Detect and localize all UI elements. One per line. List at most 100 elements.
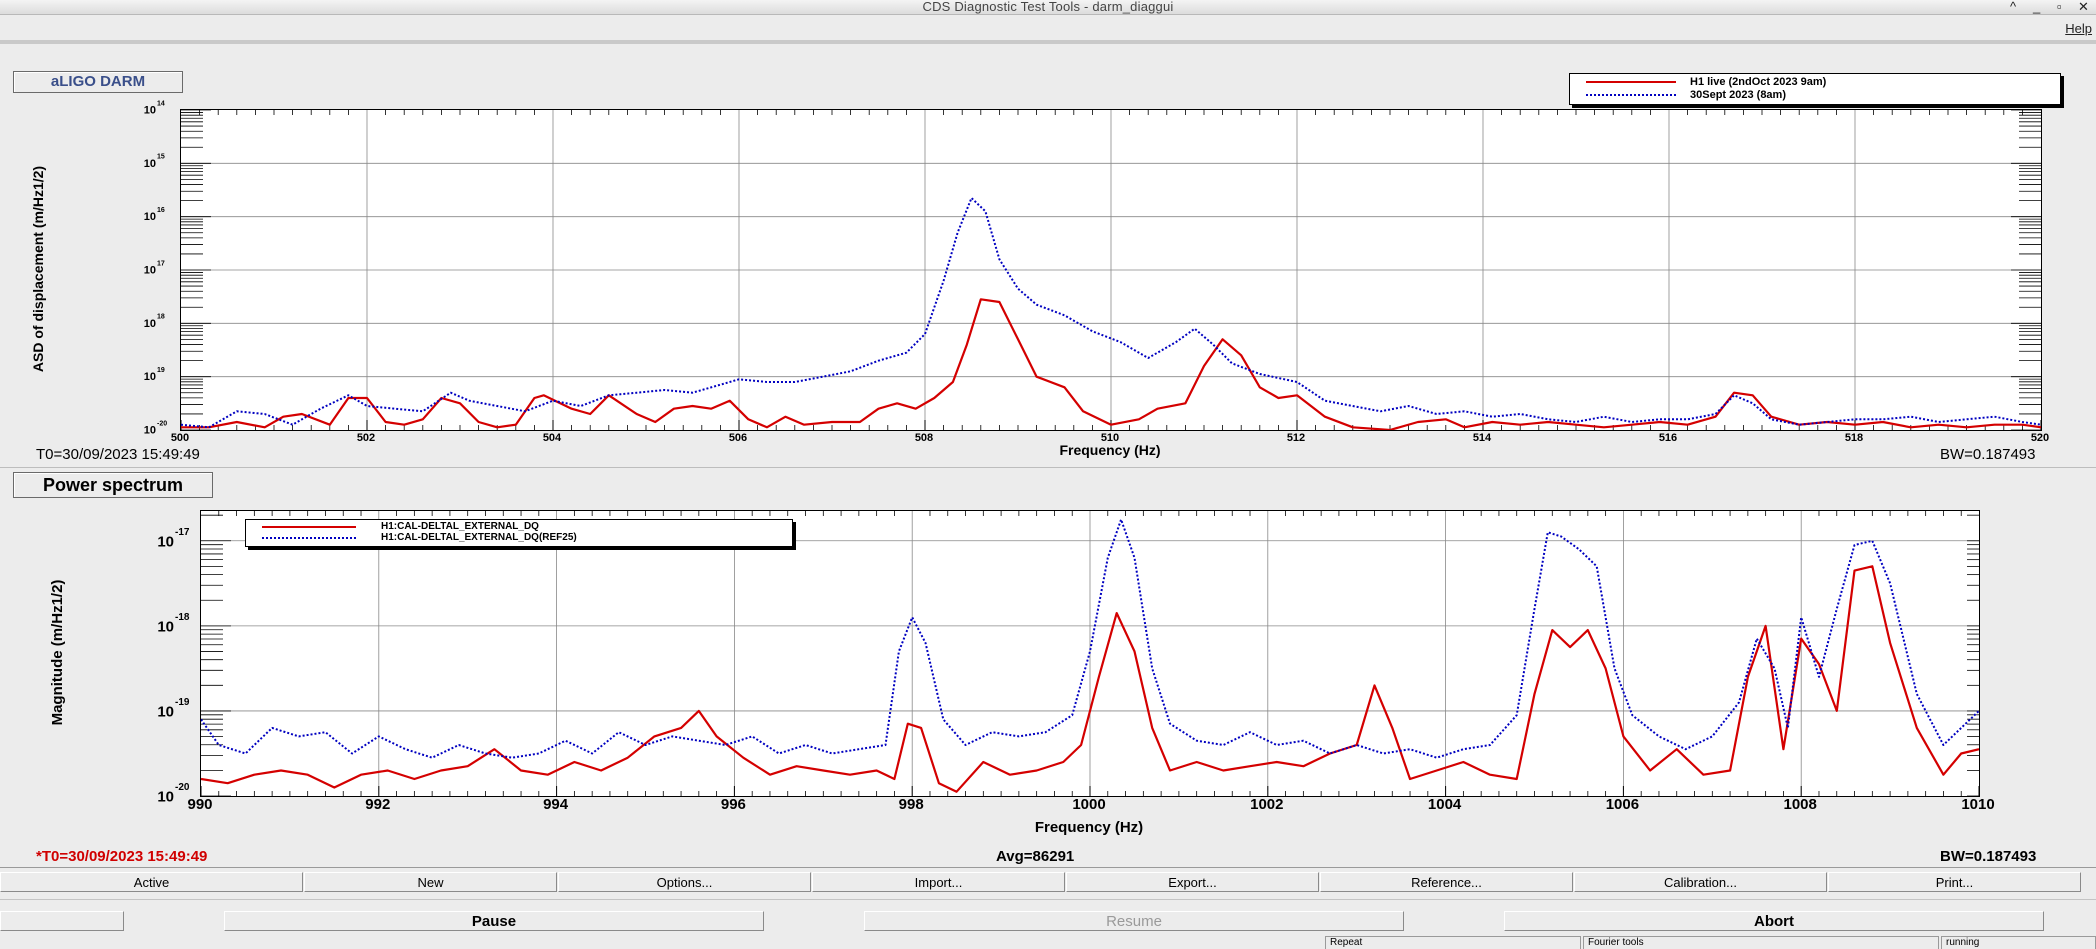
- options-button[interactable]: Options...: [558, 872, 811, 892]
- legend-entry-channel-ref: H1:CAL-DELTAL_EXTERNAL_DQ(REF25): [246, 532, 792, 544]
- x-axis-label: Frequency (Hz): [1059, 442, 1160, 458]
- y-tick-exponent: 15: [157, 154, 165, 161]
- x-tick-label: 508: [915, 432, 933, 444]
- y-tick-label: 10: [144, 105, 156, 117]
- menu-separator: [0, 40, 2096, 44]
- x-tick-label: 518: [1845, 432, 1863, 444]
- reference-trace: [200, 518, 1980, 759]
- x-tick-label: 504: [543, 432, 562, 444]
- help-menu[interactable]: Help: [2065, 21, 2092, 36]
- legend-entry-live: H1 live (2ndOct 2023 9am): [1570, 76, 2060, 88]
- window-titlebar: CDS Diagnostic Test Tools - darm_diaggui…: [0, 0, 2096, 15]
- x-tick-label: 992: [365, 796, 390, 813]
- x-tick-label: 1008: [1784, 796, 1817, 813]
- x-tick-label: 994: [543, 796, 569, 813]
- y-tick-exponent: 18: [157, 314, 165, 321]
- legend-entry-channel: H1:CAL-DELTAL_EXTERNAL_DQ: [246, 521, 792, 533]
- x-tick-label: 1010: [1961, 796, 1994, 813]
- reference-trace: [180, 197, 2042, 429]
- panel-divider: [0, 467, 2096, 468]
- y-tick-exponent: 16: [157, 207, 165, 214]
- avg-label: Avg=86291: [996, 848, 1075, 865]
- y-tick-label: 10: [157, 789, 174, 806]
- power-spectrum-chart: [200, 511, 1980, 797]
- live-trace: [181, 298, 2042, 432]
- x-tick-label: 1004: [1428, 796, 1462, 813]
- asd-legend: H1 live (2ndOct 2023 9am) 30Sept 2023 (8…: [1569, 73, 2061, 105]
- y-tick-exponent: 17: [157, 260, 165, 267]
- x-tick-label: 502: [357, 432, 375, 444]
- y-tick-label: 10: [157, 703, 174, 720]
- active-button[interactable]: Active: [0, 872, 303, 892]
- x-tick-label: 998: [899, 796, 924, 813]
- y-tick-label: 10: [144, 211, 156, 223]
- x-axis-label: Frequency (Hz): [1035, 819, 1143, 836]
- import-button[interactable]: Import...: [812, 872, 1065, 892]
- resume-button[interactable]: Resume: [864, 911, 1404, 931]
- x-tick-label: 520: [2031, 432, 2049, 444]
- y-tick-label: 10: [157, 618, 174, 635]
- x-tick-label: 996: [721, 796, 746, 813]
- pause-button[interactable]: Pause: [224, 911, 764, 931]
- reference-button[interactable]: Reference...: [1320, 872, 1573, 892]
- y-axis-label: ASD of displacement (m/Hz1/2): [30, 166, 46, 372]
- y-tick-label: 10: [144, 158, 156, 170]
- x-tick-label: 512: [1287, 432, 1305, 444]
- x-tick-label: 514: [1473, 432, 1492, 444]
- y-tick-label: 10: [144, 371, 156, 383]
- export-button[interactable]: Export...: [1066, 872, 1319, 892]
- bottom-panel-label[interactable]: Power spectrum: [13, 472, 213, 498]
- power-spectrum-legend: H1:CAL-DELTAL_EXTERNAL_DQ H1:CAL-DELTAL_…: [245, 519, 793, 547]
- calibration-button[interactable]: Calibration...: [1574, 872, 1827, 892]
- y-tick-exponent: -17: [175, 527, 190, 538]
- live-trace: [200, 565, 1980, 793]
- top-t0-label: T0=30/09/2023 15:49:49: [36, 446, 200, 463]
- y-tick-exponent: -18: [175, 612, 190, 623]
- y-tick-label: 10: [144, 425, 156, 437]
- asd-plot[interactable]: [180, 109, 2042, 432]
- status-fourier-tools: Fourier tools: [1583, 936, 1939, 949]
- asd-chart: [180, 109, 2042, 432]
- new-button[interactable]: New: [304, 872, 557, 892]
- menu-bar: Help: [0, 15, 2096, 45]
- toolbar-top-line: [0, 867, 2096, 868]
- status-repeat: Repeat: [1325, 936, 1581, 949]
- y-tick-exponent: 14: [157, 100, 165, 107]
- legend-label-channel-ref: H1:CAL-DELTAL_EXTERNAL_DQ(REF25): [381, 532, 577, 543]
- x-tick-label: 1000: [1072, 796, 1105, 813]
- asd-axes: 500 502 504 506 508 510 512 514 516 518 52010-2010…: [30, 100, 2049, 458]
- maximize-up-icon[interactable]: ^: [2010, 0, 2017, 14]
- status-running: running: [1941, 936, 2096, 949]
- x-tick-label: 1002: [1250, 796, 1283, 813]
- spacer-button: [0, 911, 124, 931]
- abort-button[interactable]: Abort: [1504, 911, 2044, 931]
- print-button[interactable]: Print...: [1828, 872, 2081, 892]
- legend-label-channel: H1:CAL-DELTAL_EXTERNAL_DQ: [381, 521, 539, 532]
- y-tick-label: 10: [144, 318, 156, 330]
- top-panel-label[interactable]: aLIGO DARM: [13, 71, 183, 93]
- top-bw-label: BW=0.187493: [1940, 446, 2036, 463]
- y-tick-exponent: -20: [175, 782, 190, 793]
- legend-label-reference: 30Sept 2023 (8am): [1690, 89, 1786, 101]
- x-tick-label: 990: [187, 796, 212, 813]
- power-spectrum-axes: 990 992 994 996 998 1000 1002 1004 1006 1008 10101…: [49, 527, 1995, 836]
- power-spectrum-plot[interactable]: [200, 510, 1980, 797]
- bottom-t0-label: *T0=30/09/2023 15:49:49: [36, 848, 208, 865]
- y-tick-exponent: -19: [175, 697, 190, 708]
- y-axis-label: Magnitude (m/Hz1/2): [49, 580, 66, 726]
- window-title: CDS Diagnostic Test Tools - darm_diaggui: [922, 0, 1174, 14]
- controls-top-line: [0, 899, 2096, 900]
- y-tick-label: 10: [144, 265, 156, 277]
- x-tick-label: 500: [171, 432, 189, 444]
- y-tick-exponent: 19: [157, 367, 165, 374]
- x-tick-label: 1006: [1606, 796, 1639, 813]
- legend-entry-reference: 30Sept 2023 (8am): [1570, 89, 2060, 101]
- bottom-bw-label: BW=0.187493: [1940, 848, 2037, 865]
- x-tick-label: 510: [1101, 432, 1119, 444]
- restore-icon[interactable]: ▫: [2057, 0, 2062, 14]
- y-tick-exponent: -20: [157, 420, 167, 427]
- close-icon[interactable]: ✕: [2078, 0, 2089, 14]
- minimize-icon[interactable]: _: [2033, 0, 2041, 14]
- legend-label-live: H1 live (2ndOct 2023 9am): [1690, 76, 1827, 88]
- y-tick-label: 10: [157, 533, 174, 550]
